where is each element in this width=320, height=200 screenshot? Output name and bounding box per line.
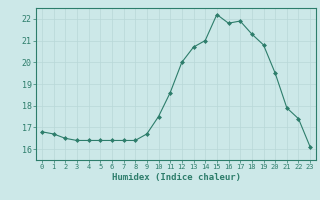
X-axis label: Humidex (Indice chaleur): Humidex (Indice chaleur) [111, 173, 241, 182]
